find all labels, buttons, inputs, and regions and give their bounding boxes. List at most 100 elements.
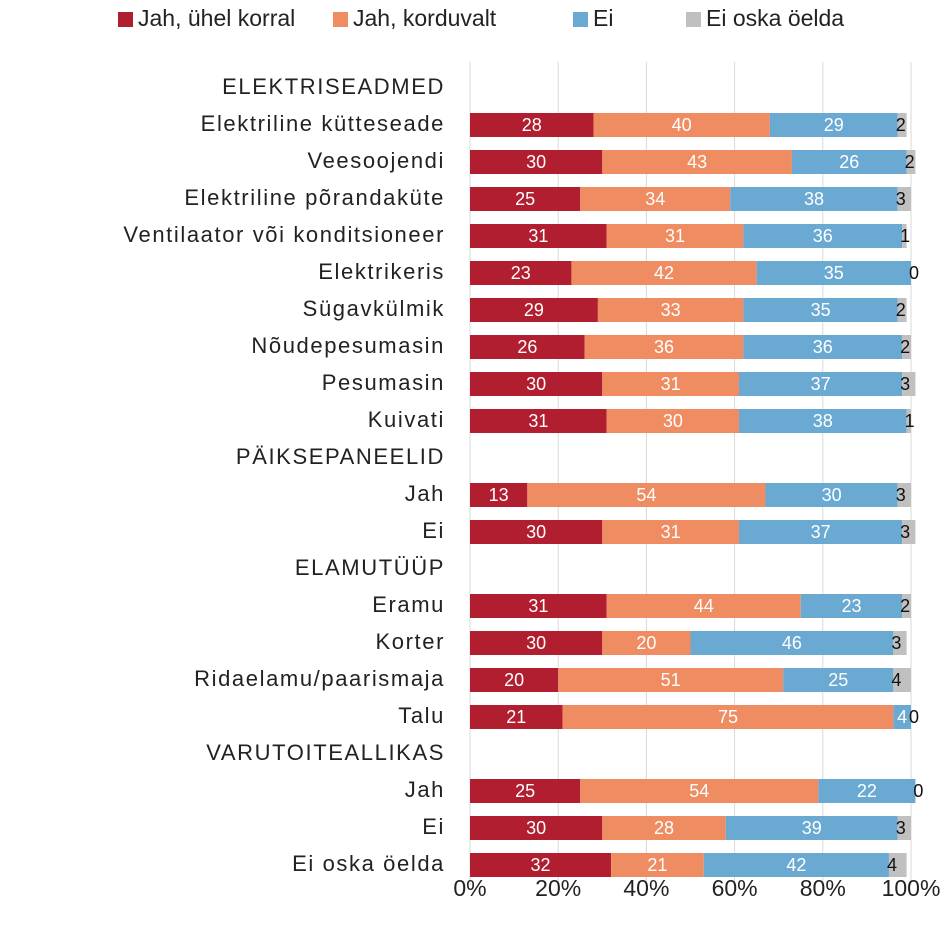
value-label: 1 bbox=[900, 226, 910, 246]
value-label: 54 bbox=[689, 781, 709, 801]
bar-segment bbox=[739, 409, 907, 433]
value-label: 31 bbox=[528, 596, 548, 616]
bar-segment bbox=[571, 261, 757, 285]
bar-segment bbox=[893, 631, 907, 655]
legend-swatch bbox=[118, 12, 133, 27]
bar-segment bbox=[602, 372, 740, 396]
x-tick-label: 100% bbox=[882, 875, 941, 901]
bar-segment bbox=[470, 409, 607, 433]
bar-segment bbox=[743, 335, 903, 359]
value-label: 30 bbox=[526, 374, 546, 394]
bar-segment bbox=[888, 853, 907, 877]
bar-segment bbox=[470, 261, 572, 285]
value-label: 0 bbox=[909, 263, 919, 283]
value-label: 4 bbox=[891, 670, 901, 690]
bar-segment bbox=[602, 816, 726, 840]
value-label: 31 bbox=[528, 226, 548, 246]
value-label: 2 bbox=[900, 337, 910, 357]
value-label: 3 bbox=[896, 189, 906, 209]
bar-segment bbox=[743, 224, 903, 248]
category-label: Elektriline kütteseade bbox=[201, 111, 445, 136]
value-label: 2 bbox=[905, 152, 915, 172]
bar-segment bbox=[470, 853, 612, 877]
value-label: 30 bbox=[526, 522, 546, 542]
value-label: 42 bbox=[654, 263, 674, 283]
category-label: Veesoojendi bbox=[308, 148, 445, 173]
bar-segment bbox=[602, 150, 792, 174]
value-label: 36 bbox=[813, 337, 833, 357]
bar-segment bbox=[725, 816, 898, 840]
value-label: 30 bbox=[526, 633, 546, 653]
value-label: 25 bbox=[515, 189, 535, 209]
value-label: 31 bbox=[665, 226, 685, 246]
x-tick-label: 40% bbox=[623, 875, 669, 901]
value-label: 3 bbox=[900, 522, 910, 542]
bar-segment bbox=[743, 298, 898, 322]
bar-segment bbox=[470, 816, 603, 840]
bar-segment bbox=[902, 372, 916, 396]
value-label: 38 bbox=[813, 411, 833, 431]
value-label: 2 bbox=[896, 300, 906, 320]
category-label: Ei oska öelda bbox=[292, 851, 445, 876]
bar-segment bbox=[470, 187, 581, 211]
bar-segment bbox=[690, 631, 894, 655]
bar-segment bbox=[470, 520, 603, 544]
x-tick-label: 0% bbox=[453, 875, 486, 901]
bar-segment bbox=[580, 779, 819, 803]
category-label: Talu bbox=[398, 703, 445, 728]
bar-segment bbox=[703, 853, 889, 877]
bar-segment bbox=[902, 335, 911, 359]
value-label: 30 bbox=[526, 152, 546, 172]
bar-segment bbox=[897, 483, 911, 507]
bar-segment bbox=[470, 594, 607, 618]
value-label: 29 bbox=[824, 115, 844, 135]
bar-segment bbox=[783, 668, 894, 692]
bar-segment bbox=[584, 335, 744, 359]
value-label: 51 bbox=[661, 670, 681, 690]
bar-segment bbox=[765, 483, 898, 507]
bar-segment bbox=[897, 816, 911, 840]
value-label: 25 bbox=[515, 781, 535, 801]
bar-segment bbox=[527, 483, 766, 507]
category-label: Ridaelamu/paarismaja bbox=[194, 666, 445, 691]
legend-swatch bbox=[686, 12, 701, 27]
category-label: Eramu bbox=[372, 592, 445, 617]
value-label: 3 bbox=[900, 374, 910, 394]
bar-segment bbox=[470, 779, 581, 803]
category-label: Sügavkülmik bbox=[303, 296, 445, 321]
legend-swatch bbox=[573, 12, 588, 27]
value-label: 29 bbox=[524, 300, 544, 320]
value-label: 40 bbox=[672, 115, 692, 135]
value-label: 4 bbox=[887, 855, 897, 875]
value-label: 20 bbox=[636, 633, 656, 653]
value-label: 3 bbox=[896, 818, 906, 838]
category-label: Elektrikeris bbox=[318, 259, 445, 284]
legend-label: Ei oska öelda bbox=[706, 5, 844, 31]
bar-segment bbox=[906, 409, 911, 433]
value-label: 26 bbox=[517, 337, 537, 357]
value-label: 3 bbox=[896, 485, 906, 505]
value-label: 31 bbox=[661, 374, 681, 394]
category-label: Kuivati bbox=[368, 407, 445, 432]
value-label: 46 bbox=[782, 633, 802, 653]
bar-segment bbox=[730, 187, 898, 211]
value-label: 22 bbox=[857, 781, 877, 801]
x-tick-label: 80% bbox=[800, 875, 846, 901]
value-label: 37 bbox=[811, 522, 831, 542]
value-label: 39 bbox=[802, 818, 822, 838]
bar-segment bbox=[897, 298, 907, 322]
value-label: 26 bbox=[839, 152, 859, 172]
bar-segment bbox=[893, 705, 911, 729]
value-label: 30 bbox=[526, 818, 546, 838]
bar-segment bbox=[800, 594, 903, 618]
category-label: Pesumasin bbox=[322, 370, 445, 395]
value-label: 28 bbox=[522, 115, 542, 135]
value-label: 34 bbox=[645, 189, 665, 209]
bar-segment bbox=[897, 113, 907, 137]
category-label: Jah bbox=[405, 777, 445, 802]
value-label: 0 bbox=[909, 707, 919, 727]
bar-segment bbox=[562, 705, 894, 729]
value-label: 23 bbox=[841, 596, 861, 616]
bar-segment bbox=[602, 520, 740, 544]
